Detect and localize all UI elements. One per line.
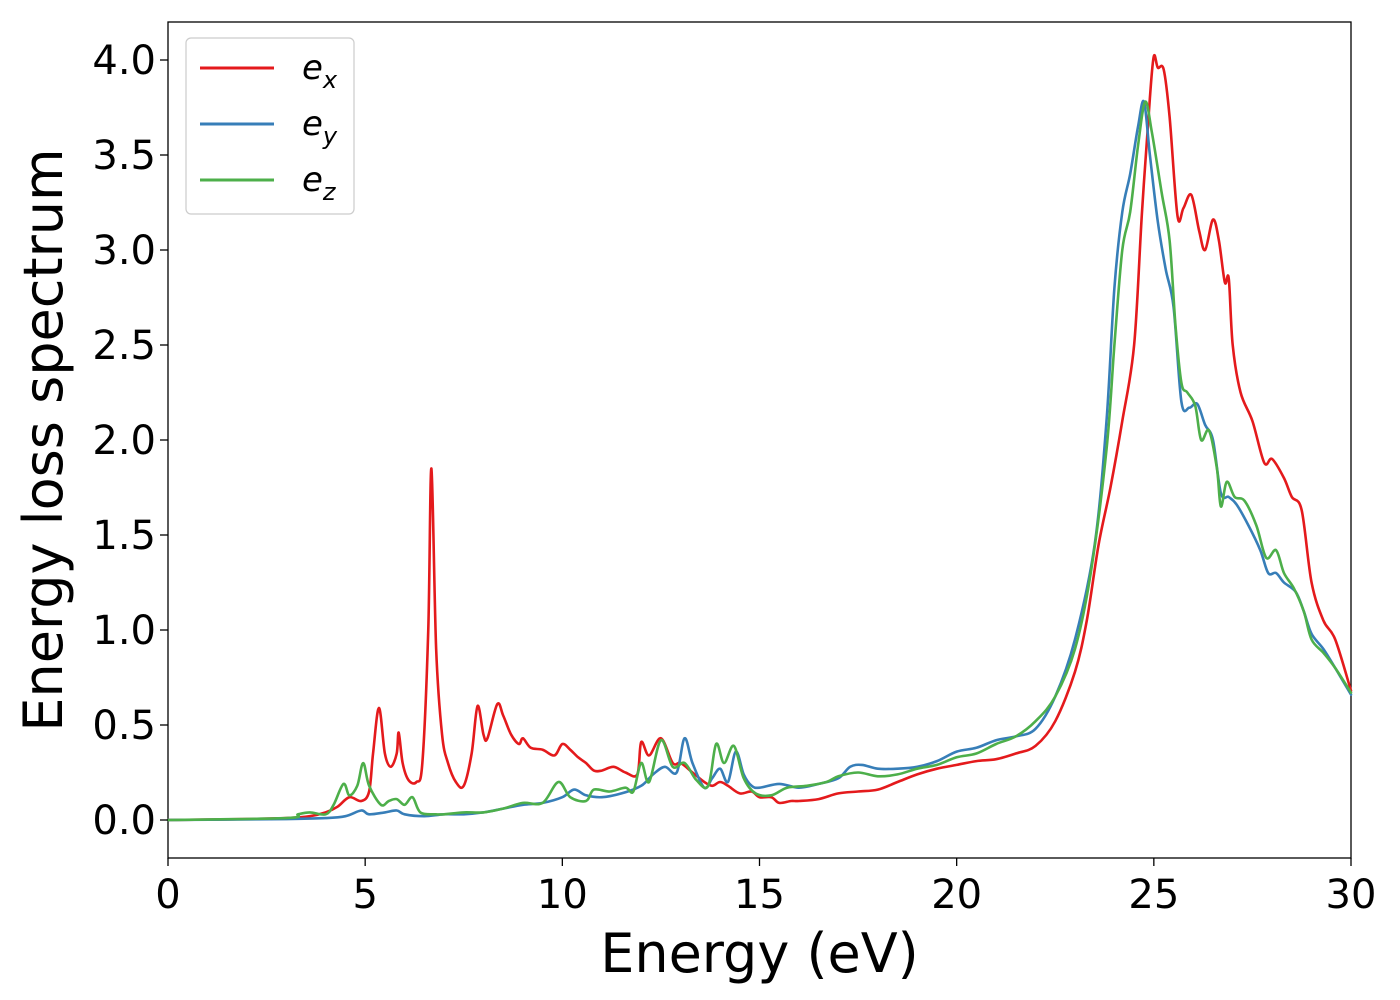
y-axis-label: Energy loss spectrum [12, 148, 75, 731]
x-tick-label: 15 [734, 872, 785, 918]
y-tick-label: 0.0 [92, 798, 156, 844]
y-tick-label: 3.5 [92, 133, 156, 179]
x-axis-label: Energy (eV) [600, 922, 919, 985]
x-tick-label: 30 [1326, 872, 1377, 918]
x-tick-label: 25 [1128, 872, 1179, 918]
series-line-ex [166, 53, 1353, 822]
y-axis: 0.0 0.5 1.0 1.5 2.0 2.5 3.0 3.5 4.0 [92, 38, 168, 844]
x-tick-label: 10 [537, 872, 588, 918]
x-axis: 0 5 10 15 20 25 30 [155, 858, 1376, 918]
y-tick-label: 4.0 [92, 38, 156, 84]
x-tick-label: 5 [352, 872, 377, 918]
y-tick-label: 1.5 [92, 513, 156, 559]
x-tick-label: 0 [155, 872, 180, 918]
legend-label-ez: ez [302, 160, 337, 206]
legend-box [185, 37, 355, 215]
plot-area [167, 21, 1352, 859]
series-line-ez [166, 100, 1353, 822]
y-tick-label: 3.0 [92, 228, 156, 274]
y-tick-label: 0.5 [92, 703, 156, 749]
series-lines [166, 53, 1353, 822]
legend-label-ey: ey [302, 104, 338, 150]
legend: ex ey ez [185, 37, 355, 215]
y-tick-label: 1.0 [92, 608, 156, 654]
legend-label-ex: ex [302, 48, 338, 94]
y-tick-label: 2.5 [92, 323, 156, 369]
x-tick-label: 20 [931, 872, 982, 918]
y-tick-label: 2.0 [92, 418, 156, 464]
